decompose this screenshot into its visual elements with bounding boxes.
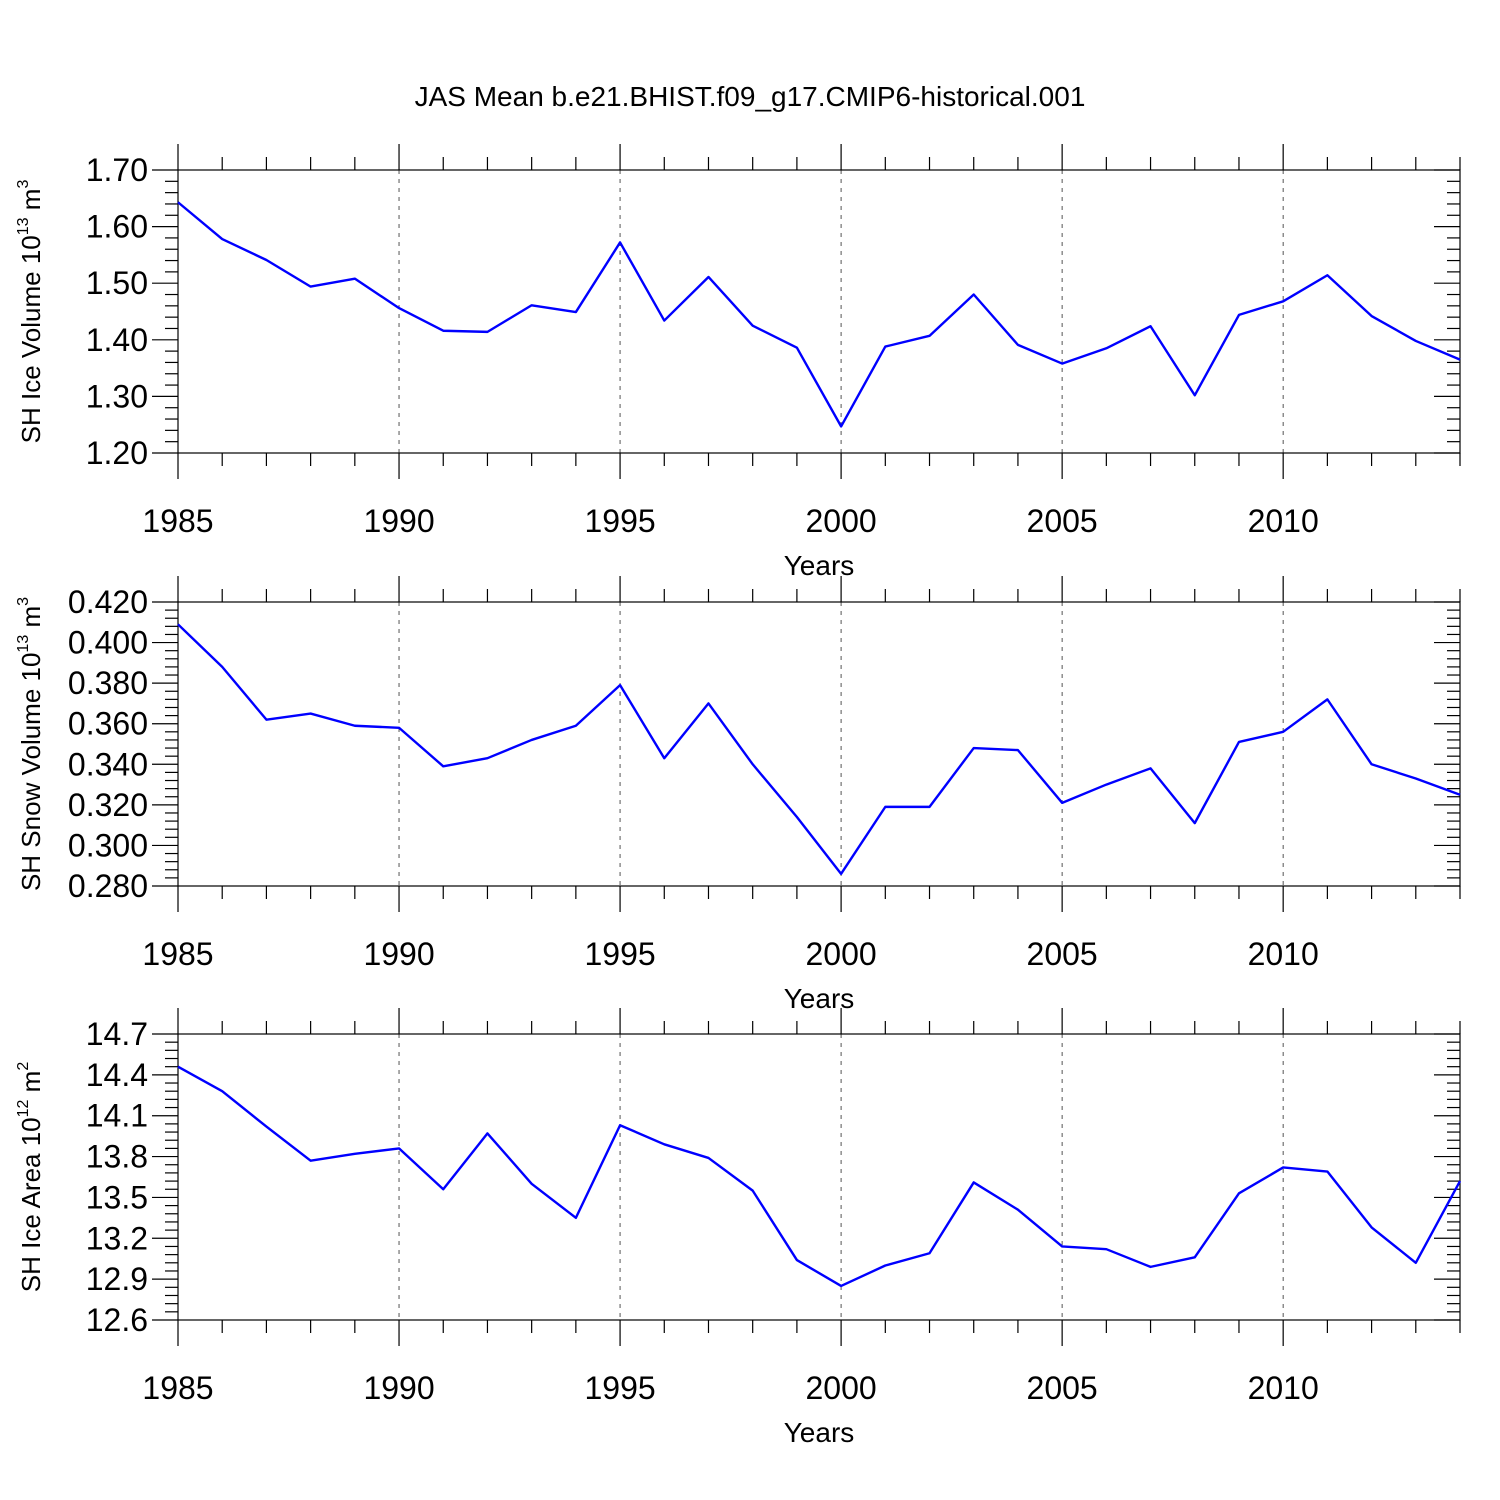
y-tick-label: 0.320: [68, 787, 148, 823]
x-tick-label: 1985: [142, 503, 213, 539]
x-tick-label: 1985: [142, 936, 213, 972]
x-tick-label: 1990: [363, 936, 434, 972]
y-tick-label: 13.5: [86, 1179, 148, 1215]
y-tick-label: 12.9: [86, 1261, 148, 1297]
panel-3: 12.6 12.9 13.2 13.5 13.8 14.1 14.4 14.7 1985 1990…: [15, 1008, 1462, 1448]
series-line: [177, 1065, 1462, 1288]
y-tick-label: 14.7: [86, 1016, 148, 1052]
y-tick-label: 1.20: [86, 435, 148, 471]
x-axis-label: Years: [784, 1417, 855, 1448]
x-tick-label: 2005: [1027, 936, 1098, 972]
y-tick-label: 14.4: [86, 1057, 148, 1093]
panel-1: 1.20 1.30 1.40 1.50 1.60 1.70 1985 1990 1995 2000…: [15, 144, 1461, 581]
y-tick-label: 13.8: [86, 1139, 148, 1175]
x-tick-label: 2010: [1248, 936, 1319, 972]
x-tick-label: 2005: [1027, 1370, 1098, 1406]
plot-frame: [177, 1033, 1461, 1321]
panels: 1.20 1.30 1.40 1.50 1.60 1.70 1985 1990 1995 2000…: [15, 144, 1462, 1448]
chart-title: JAS Mean b.e21.BHIST.f09_g17.CMIP6-histo…: [415, 81, 1086, 112]
x-tick-label: 2005: [1027, 503, 1098, 539]
y-tick-label: 13.2: [86, 1220, 148, 1256]
panel-2: 0.280 0.300 0.320 0.340 0.360 0.380 0.400 0.420…: [15, 576, 1461, 1014]
y-tick-label: 1.70: [86, 152, 148, 188]
y-tick-label: 14.1: [86, 1098, 148, 1134]
y-axis-label: SH Ice Area 1012 m2: [15, 1062, 46, 1293]
y-tick-label: 0.300: [68, 827, 148, 863]
y-tick-label: 0.360: [68, 706, 148, 742]
y-tick-label: 0.340: [68, 746, 148, 782]
plot-frame: [177, 601, 1461, 887]
y-tick-label: 0.380: [68, 665, 148, 701]
plot-frame: [177, 169, 1461, 454]
y-tick-label: 1.60: [86, 209, 148, 245]
x-axis-label: Years: [784, 983, 855, 1014]
y-tick-label: 1.50: [86, 265, 148, 301]
y-axis-label: SH Ice Volume 1013 m3: [15, 180, 46, 444]
x-tick-label: 2010: [1248, 503, 1319, 539]
y-tick-label: 0.400: [68, 625, 148, 661]
y-tick-label: 0.420: [68, 584, 148, 620]
y-tick-label: 1.40: [86, 322, 148, 358]
x-tick-label: 2000: [806, 1370, 877, 1406]
x-tick-label: 1995: [584, 936, 655, 972]
y-axis-label: SH Snow Volume 1013 m3: [15, 597, 46, 891]
y-tick-label: 0.280: [68, 868, 148, 904]
y-tick-label: 1.30: [86, 378, 148, 414]
x-tick-label: 1995: [584, 503, 655, 539]
x-tick-label: 1995: [584, 1370, 655, 1406]
series-line: [177, 201, 1461, 428]
x-tick-label: 2000: [806, 503, 877, 539]
x-tick-label: 1985: [142, 1370, 213, 1406]
series-line: [177, 623, 1461, 876]
x-tick-label: 2000: [806, 936, 877, 972]
x-tick-label: 1990: [363, 1370, 434, 1406]
x-tick-label: 2010: [1248, 1370, 1319, 1406]
x-tick-label: 1990: [363, 503, 434, 539]
y-tick-label: 12.6: [86, 1302, 148, 1338]
x-axis-label: Years: [784, 550, 855, 581]
